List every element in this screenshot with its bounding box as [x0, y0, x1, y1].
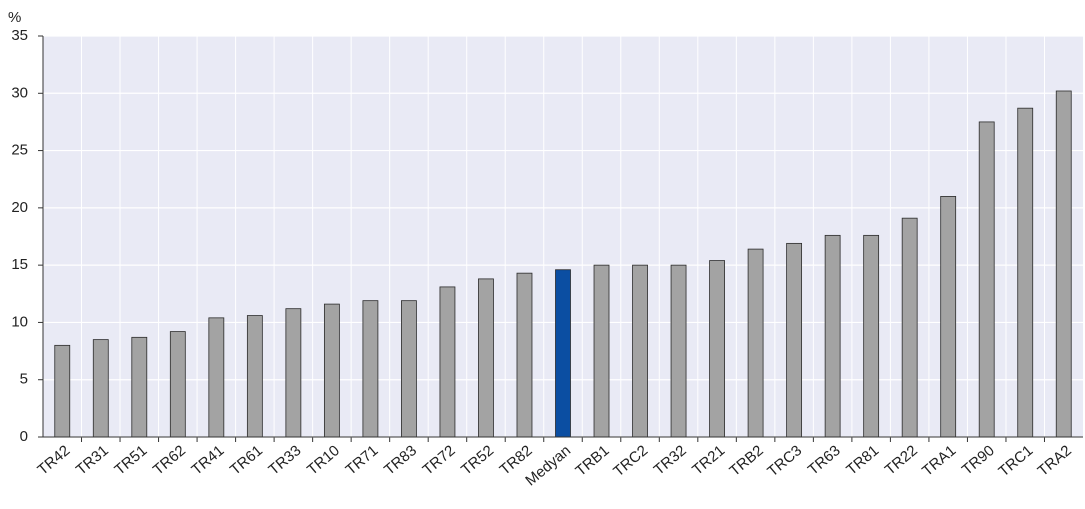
x-tick-label: TRB2	[726, 442, 766, 480]
bar	[362, 300, 379, 438]
x-tick-label: TR90	[959, 442, 998, 479]
x-tick-label: TR10	[304, 442, 343, 479]
x-tick-label: TR31	[73, 442, 112, 479]
x-tick-label: TRC3	[764, 442, 805, 480]
bar	[439, 286, 456, 438]
bar	[131, 336, 148, 438]
y-tick-label: 20	[11, 199, 28, 216]
bar	[670, 264, 687, 438]
bar	[246, 315, 263, 438]
y-tick-label: 30	[11, 84, 28, 101]
bar	[1017, 107, 1034, 438]
y-tick-label: 0	[20, 428, 28, 445]
x-tick-label: TR62	[150, 442, 189, 479]
x-tick-label: TR32	[651, 442, 690, 479]
x-tick-label: TR33	[265, 442, 304, 479]
bar	[555, 269, 571, 438]
x-tick-label: TRA2	[1035, 442, 1075, 480]
x-tick-label: TR63	[805, 442, 844, 479]
y-tick-label: 35	[11, 27, 28, 44]
bar	[169, 331, 186, 438]
x-tick-label: TRA1	[919, 442, 959, 480]
x-tick-label: TR61	[227, 442, 266, 479]
bar	[632, 264, 648, 438]
x-tick-label: TR41	[188, 442, 227, 479]
y-tick-label: 15	[11, 256, 28, 273]
bar	[863, 234, 880, 438]
x-tick-label: TRB1	[572, 442, 612, 480]
bar	[824, 234, 841, 438]
bar	[285, 308, 302, 438]
y-tick-label: 5	[20, 371, 28, 388]
x-tick-label: TR22	[882, 442, 921, 479]
x-tick-label: TR71	[342, 442, 381, 479]
x-tick-label: TR51	[111, 442, 150, 479]
bar	[323, 303, 340, 438]
bar	[593, 264, 610, 438]
x-tick-label: TR72	[420, 442, 459, 479]
x-tick-label: TR81	[843, 442, 882, 479]
x-tick-label: TR52	[458, 442, 497, 479]
bar	[92, 339, 109, 438]
bar	[940, 195, 957, 438]
bar	[1055, 90, 1072, 438]
x-tick-label: TRC2	[610, 442, 651, 480]
bar	[901, 217, 918, 438]
bar	[478, 278, 494, 438]
x-tick-label: TRC1	[995, 442, 1036, 480]
bar	[401, 300, 417, 438]
y-unit-label: %	[8, 9, 21, 26]
bar	[516, 272, 533, 438]
x-tick-label: TR42	[34, 442, 73, 479]
y-tick-label: 10	[11, 313, 28, 330]
bar	[786, 242, 803, 438]
bar	[747, 248, 764, 438]
bar	[54, 344, 71, 438]
y-tick-label: 25	[11, 142, 28, 159]
bar	[709, 260, 725, 438]
x-tick-label: TR83	[381, 442, 420, 479]
bar	[978, 121, 995, 438]
x-tick-label: TR21	[689, 442, 728, 479]
bar	[208, 317, 225, 438]
